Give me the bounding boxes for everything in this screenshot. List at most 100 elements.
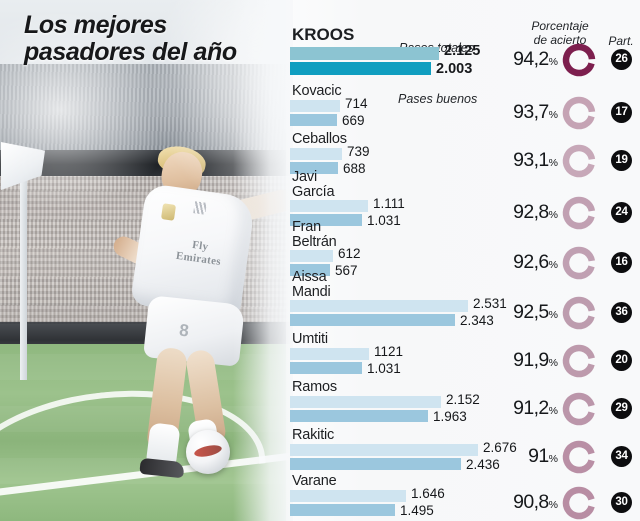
bar-good-passes — [290, 362, 362, 374]
accuracy-value: 91 — [528, 445, 549, 467]
accuracy-value: 92,8 — [513, 201, 549, 223]
matches-played-badge: 30 — [611, 492, 632, 513]
accuracy-percentage: 93,1% — [492, 149, 558, 172]
value-good-passes: 669 — [342, 113, 365, 128]
bar-total-passes — [290, 490, 406, 502]
accuracy-percentage: 94,2% — [492, 48, 558, 71]
percent-sign: % — [548, 357, 558, 369]
accuracy-percentage: 92,8% — [492, 201, 558, 224]
accuracy-percentage: 90,8% — [492, 491, 558, 514]
player-name: Rakitic — [292, 427, 335, 443]
percent-sign: % — [548, 157, 558, 169]
bar-good-passes — [290, 504, 395, 516]
page-title: Los mejores pasadores del año — [24, 11, 237, 66]
matches-played-badge: 34 — [611, 446, 632, 467]
value-total-passes: 714 — [345, 96, 368, 111]
value-good-passes: 2.436 — [466, 457, 500, 472]
value-total-passes: 1121 — [374, 344, 404, 359]
accuracy-donut-icon — [560, 194, 598, 232]
value-good-passes: 688 — [343, 161, 366, 176]
player-name: Aissa Mandi — [292, 269, 331, 300]
football — [186, 430, 230, 474]
accuracy-value: 91,9 — [513, 349, 549, 371]
player-name: Fran Beltrán — [292, 219, 337, 250]
bar-good-passes — [290, 410, 428, 422]
accuracy-donut-icon — [560, 142, 598, 180]
matches-played-badge: 16 — [611, 252, 632, 273]
accuracy-value: 92,6 — [513, 251, 549, 273]
bar-total-passes — [290, 250, 333, 262]
matches-played-badge: 36 — [611, 302, 632, 323]
bar-good-passes — [290, 458, 461, 470]
percent-sign: % — [548, 405, 558, 417]
value-total-passes: 739 — [347, 144, 370, 159]
accuracy-value: 92,5 — [513, 301, 549, 323]
bar-total-passes — [290, 47, 439, 60]
accuracy-donut-icon — [560, 244, 598, 282]
value-good-passes: 567 — [335, 263, 358, 278]
shirt-number: 8 — [178, 320, 190, 341]
column-header-matches: Part. — [608, 34, 634, 48]
bar-good-passes — [290, 114, 337, 126]
matches-played-badge: 20 — [611, 350, 632, 371]
percent-sign: % — [548, 56, 558, 68]
player-photo: Fly Emirates 8 — [0, 0, 293, 521]
chart-panel — [286, 0, 640, 521]
matches-played-badge: 19 — [611, 150, 632, 171]
player-name: Varane — [292, 473, 337, 489]
bar-total-passes — [290, 148, 342, 160]
bar-total-passes — [290, 444, 478, 456]
matches-played-badge: 26 — [611, 49, 632, 70]
player-name: KROOS — [292, 25, 355, 44]
bar-good-passes — [290, 314, 455, 326]
percent-sign: % — [548, 259, 558, 271]
player-name: Ramos — [292, 379, 337, 395]
accuracy-percentage: 92,5% — [492, 301, 558, 324]
value-good-passes: 1.031 — [367, 361, 401, 376]
corner-flag-pole — [20, 150, 27, 380]
value-good-passes: 1.495 — [400, 503, 434, 518]
bar-total-passes — [290, 348, 369, 360]
percent-sign: % — [548, 209, 558, 221]
accuracy-value: 93,1 — [513, 149, 549, 171]
accuracy-percentage: 93,7% — [492, 101, 558, 124]
bar-good-passes — [290, 62, 431, 75]
player-boot — [139, 457, 185, 479]
value-total-passes: 612 — [338, 246, 361, 261]
value-good-passes: 1.031 — [367, 213, 401, 228]
accuracy-percentage: 91% — [492, 445, 558, 468]
value-good-passes: 2.003 — [436, 61, 473, 77]
bar-total-passes — [290, 300, 468, 312]
player-name: Ceballos — [292, 131, 347, 147]
accuracy-value: 90,8 — [513, 491, 549, 513]
accuracy-donut-icon — [560, 41, 598, 79]
football-marking — [193, 443, 223, 459]
value-total-passes: 1.646 — [411, 486, 445, 501]
bar-total-passes — [290, 396, 441, 408]
accuracy-donut-icon — [560, 390, 598, 428]
bar-good-passes — [290, 264, 330, 276]
value-total-passes: 1.111 — [373, 196, 405, 211]
value-total-passes: 2.125 — [444, 43, 481, 59]
value-total-passes: 2.152 — [446, 392, 480, 407]
player-name: Javi García — [292, 169, 335, 200]
percent-sign: % — [548, 109, 558, 121]
player-name: Umtiti — [292, 331, 328, 347]
column-header-accuracy: Porcentaje de acierto — [531, 19, 589, 47]
percent-sign: % — [548, 499, 558, 511]
photo-fade-overlay — [233, 0, 293, 521]
accuracy-donut-icon — [560, 94, 598, 132]
bar-total-passes — [290, 200, 368, 212]
legend-good-passes: Pases buenos — [398, 92, 478, 106]
player-name: Kovacic — [292, 83, 342, 99]
percent-sign: % — [548, 453, 558, 465]
bar-good-passes — [290, 214, 362, 226]
accuracy-donut-icon — [560, 342, 598, 380]
matches-played-badge: 29 — [611, 398, 632, 419]
accuracy-donut-icon — [560, 484, 598, 521]
percent-sign: % — [548, 309, 558, 321]
matches-played-badge: 17 — [611, 102, 632, 123]
accuracy-value: 91,2 — [513, 397, 549, 419]
accuracy-percentage: 92,6% — [492, 251, 558, 274]
bar-good-passes — [290, 162, 338, 174]
